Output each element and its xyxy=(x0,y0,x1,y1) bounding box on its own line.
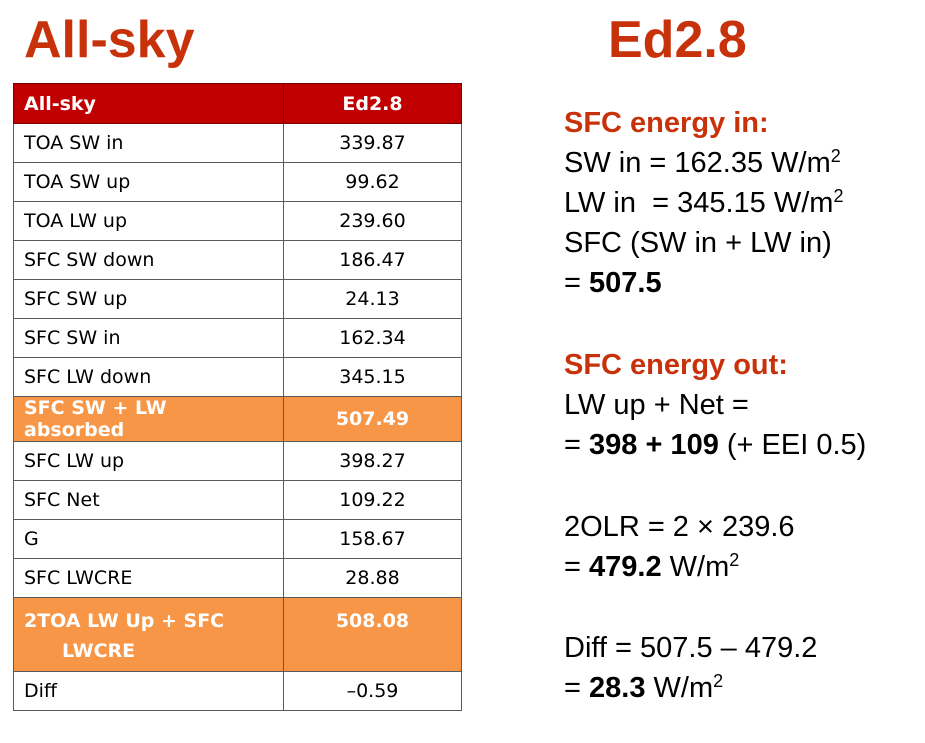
energy-out-bold: 398 + 109 xyxy=(589,429,719,461)
eq-sign: = xyxy=(564,267,589,299)
olr-block: 2OLR = 2 × 239.6 = 479.2 W/m2 xyxy=(564,507,795,587)
row-value: 398.27 xyxy=(283,441,462,481)
row-label: TOA SW in xyxy=(13,123,284,163)
olr-line2: = 479.2 W/m2 xyxy=(564,547,795,587)
row-label: TOA SW up xyxy=(13,162,284,202)
table-row: SFC LW up 398.27 xyxy=(13,441,462,481)
row-value: –0.59 xyxy=(283,671,462,711)
table-row: TOA SW in 339.87 xyxy=(13,123,462,163)
table-row-highlight: SFC SW + LW absorbed 507.49 xyxy=(13,396,462,442)
row-value: 239.60 xyxy=(283,201,462,241)
lw-in-line: LW in = 345.15 W/m2 xyxy=(564,183,843,223)
diff-block: Diff = 507.5 – 479.2 = 28.3 W/m2 xyxy=(564,628,817,708)
row-value: 24.13 xyxy=(283,279,462,319)
row-label-line1: 2TOA LW Up + SFC xyxy=(24,610,225,632)
diff-sup: 2 xyxy=(713,671,724,691)
row-value: 507.49 xyxy=(283,396,462,442)
energy-in-result: 507.5 xyxy=(589,267,662,299)
row-value: 508.08 xyxy=(283,597,462,672)
energy-out-heading: SFC energy out: xyxy=(564,349,788,381)
row-value: 345.15 xyxy=(283,357,462,397)
olr-sup: 2 xyxy=(729,550,740,570)
header-cell-value: Ed2.8 xyxy=(283,83,462,124)
energy-in-block: SFC energy in: SW in = 162.35 W/m2 LW in… xyxy=(564,103,843,303)
row-label: SFC SW down xyxy=(13,240,284,280)
diff-line1: Diff = 507.5 – 479.2 xyxy=(564,632,818,664)
energy-out-line2: = 398 + 109 (+ EEI 0.5) xyxy=(564,425,866,465)
row-label: SFC LWCRE xyxy=(13,558,284,598)
row-value: 99.62 xyxy=(283,162,462,202)
table-row: G 158.67 xyxy=(13,519,462,559)
row-label: SFC LW up xyxy=(13,441,284,481)
energy-out-rest: (+ EEI 0.5) xyxy=(718,429,867,461)
row-value: 109.22 xyxy=(283,480,462,520)
row-label: TOA LW up xyxy=(13,201,284,241)
lw-in-sup: 2 xyxy=(833,186,844,206)
olr-unit: W/m xyxy=(661,551,730,583)
table-row: TOA SW up 99.62 xyxy=(13,162,462,202)
table-header-row: All-sky Ed2.8 xyxy=(13,83,462,124)
diff-line2: = 28.3 W/m2 xyxy=(564,668,817,708)
lw-in-text: LW in = 345.15 W/m xyxy=(564,187,834,219)
row-label: SFC Net xyxy=(13,480,284,520)
diff-unit: W/m xyxy=(645,672,714,704)
eq-sign: = xyxy=(564,551,589,583)
eq-sign: = xyxy=(564,672,589,704)
row-value: 339.87 xyxy=(283,123,462,163)
table-row: SFC LW down 345.15 xyxy=(13,357,462,397)
sw-in-sup: 2 xyxy=(830,146,841,166)
table-row: SFC SW down 186.47 xyxy=(13,240,462,280)
energy-budget-table: All-sky Ed2.8 TOA SW in 339.87 TOA SW up… xyxy=(13,83,462,711)
eq-sign: = xyxy=(564,429,589,461)
table-row: SFC LWCRE 28.88 xyxy=(13,558,462,598)
sw-in-line: SW in = 162.35 W/m2 xyxy=(564,143,843,183)
row-label: G xyxy=(13,519,284,559)
table-row: SFC SW up 24.13 xyxy=(13,279,462,319)
table-row: Diff –0.59 xyxy=(13,671,462,711)
row-label-line2: LWCRE xyxy=(62,640,136,662)
sfc-sum-line: SFC (SW in + LW in) xyxy=(564,227,832,259)
row-label: SFC SW in xyxy=(13,318,284,358)
row-value: 162.34 xyxy=(283,318,462,358)
olr-result: 479.2 xyxy=(589,551,662,583)
energy-out-block: SFC energy out: LW up + Net = = 398 + 10… xyxy=(564,345,866,465)
row-value: 186.47 xyxy=(283,240,462,280)
row-value: 158.67 xyxy=(283,519,462,559)
energy-in-heading: SFC energy in: xyxy=(564,107,769,139)
energy-out-line1: LW up + Net = xyxy=(564,389,749,421)
row-label: Diff xyxy=(13,671,284,711)
table-row: TOA LW up 239.60 xyxy=(13,201,462,241)
energy-in-result-line: = 507.5 xyxy=(564,263,843,303)
title-edition: Ed2.8 xyxy=(608,11,747,69)
table-row: SFC SW in 162.34 xyxy=(13,318,462,358)
row-label: 2TOA LW Up + SFC LWCRE xyxy=(13,597,284,672)
olr-line1: 2OLR = 2 × 239.6 xyxy=(564,511,795,543)
title-all-sky: All-sky xyxy=(24,11,195,69)
diff-result: 28.3 xyxy=(589,672,646,704)
row-value: 28.88 xyxy=(283,558,462,598)
header-cell-label: All-sky xyxy=(13,83,284,124)
table-row-highlight: 2TOA LW Up + SFC LWCRE 508.08 xyxy=(13,597,462,672)
table-row: SFC Net 109.22 xyxy=(13,480,462,520)
row-label: SFC LW down xyxy=(13,357,284,397)
row-label: SFC SW up xyxy=(13,279,284,319)
row-label: SFC SW + LW absorbed xyxy=(13,396,284,442)
sw-in-text: SW in = 162.35 W/m xyxy=(564,147,831,179)
